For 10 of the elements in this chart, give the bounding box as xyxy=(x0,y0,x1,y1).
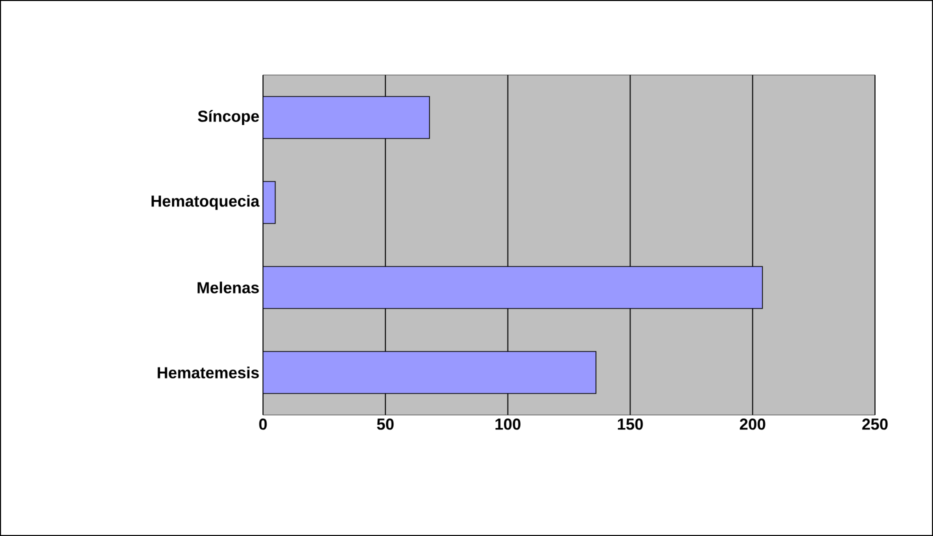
y-tick-label: Melenas xyxy=(198,282,259,294)
x-tick-label: 150 xyxy=(618,418,643,430)
x-tick-label: 50 xyxy=(377,418,394,430)
y-tick-label: Síncope xyxy=(198,110,259,126)
y-tick-label: Hematemesis xyxy=(158,366,259,378)
x-tick-label: 250 xyxy=(862,418,888,430)
x-tick-label: 200 xyxy=(740,418,766,430)
x-tick-label: 100 xyxy=(496,418,520,430)
y-tick-label: Hematoquecia xyxy=(152,195,260,210)
x-tick-label: 0 xyxy=(259,418,267,430)
